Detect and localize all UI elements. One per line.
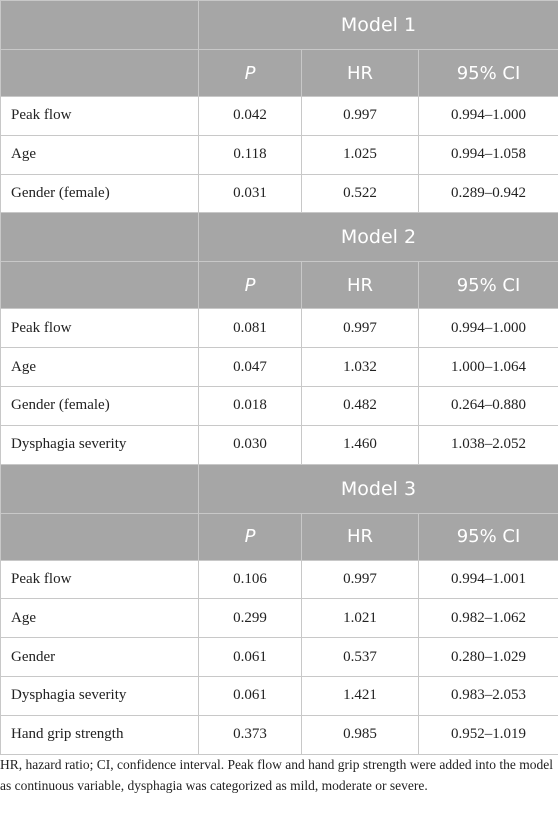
hazard-ratio: 0.997 [301,308,419,349]
hazard-ratio: 0.985 [301,714,419,755]
hr-header: HR [301,261,419,310]
confidence-interval: 0.994–1.000 [417,308,558,349]
hr-header: HR [301,512,419,561]
column-header-row: P HR 95% CI [0,261,558,310]
ci-header: 95% CI [417,261,558,310]
hazard-ratio: 1.421 [301,675,419,716]
hazard-ratio: 0.537 [301,637,419,677]
model-header-row: Model 1 [0,0,558,50]
p-value-header: P [198,261,302,310]
variable-label: Peak flow [0,308,199,349]
table-row: Age 0.118 1.025 0.994–1.058 [0,134,558,175]
table-row: Gender (female) 0.018 0.482 0.264–0.880 [0,385,558,426]
model-header-row: Model 2 [0,212,558,263]
confidence-interval: 0.289–0.942 [417,173,558,214]
hazard-ratio: 1.032 [301,347,419,387]
model-title: Model 1 [197,0,558,50]
table-row: Dysphagia severity 0.030 1.460 1.038–2.0… [0,424,558,465]
hazard-ratio-table: Model 1 P HR 95% CI Peak flow 0.042 0.99… [0,0,558,755]
hr-header: HR [301,49,419,97]
blank-header-cell [0,512,199,561]
confidence-interval: 0.994–1.001 [417,559,558,600]
table-row: Age 0.047 1.032 1.000–1.064 [0,347,558,387]
variable-label: Gender (female) [0,173,199,214]
p-value: 0.081 [198,308,302,349]
blank-header-cell [0,212,199,263]
hazard-ratio: 1.021 [301,598,419,639]
table-row: Gender (female) 0.031 0.522 0.289–0.942 [0,173,558,214]
hazard-ratio: 1.025 [301,134,419,175]
hazard-ratio: 0.997 [301,96,419,136]
confidence-interval: 0.982–1.062 [417,598,558,639]
table-row: Dysphagia severity 0.061 1.421 0.983–2.0… [0,675,558,716]
confidence-interval: 0.952–1.019 [417,714,558,755]
p-value-header: P [198,512,302,561]
p-value: 0.299 [198,598,302,639]
p-value-header: P [198,49,302,97]
p-value: 0.373 [198,714,302,755]
table-row: Peak flow 0.081 0.997 0.994–1.000 [0,308,558,349]
hazard-ratio: 0.482 [301,385,419,426]
variable-label: Gender [0,637,199,677]
p-value: 0.030 [198,424,302,465]
variable-label: Age [0,134,199,175]
hazard-ratio: 0.522 [301,173,419,214]
variable-label: Hand grip strength [0,714,199,755]
confidence-interval: 0.280–1.029 [417,637,558,677]
variable-label: Peak flow [0,559,199,600]
variable-label: Gender (female) [0,385,199,426]
table-row: Gender 0.061 0.537 0.280–1.029 [0,637,558,677]
table-row: Peak flow 0.106 0.997 0.994–1.001 [0,559,558,600]
model-1-section: Model 1 P HR 95% CI Peak flow 0.042 0.99… [0,0,558,214]
p-value: 0.061 [198,675,302,716]
p-value: 0.061 [198,637,302,677]
confidence-interval: 1.038–2.052 [417,424,558,465]
model-2-section: Model 2 P HR 95% CI Peak flow 0.081 0.99… [0,212,558,465]
model-3-section: Model 3 P HR 95% CI Peak flow 0.106 0.99… [0,463,558,755]
column-header-row: P HR 95% CI [0,512,558,561]
p-value: 0.047 [198,347,302,387]
hazard-ratio: 0.997 [301,559,419,600]
blank-header-cell [0,49,199,97]
table-footnote: HR, hazard ratio; CI, confidence interva… [0,757,553,793]
blank-header-cell [0,261,199,310]
model-header-row: Model 3 [0,463,558,514]
confidence-interval: 0.994–1.000 [417,96,558,136]
table-row: Hand grip strength 0.373 0.985 0.952–1.0… [0,714,558,755]
confidence-interval: 0.264–0.880 [417,385,558,426]
variable-label: Dysphagia severity [0,424,199,465]
p-value: 0.042 [198,96,302,136]
p-value: 0.106 [198,559,302,600]
variable-label: Age [0,598,199,639]
variable-label: Age [0,347,199,387]
table-row: Age 0.299 1.021 0.982–1.062 [0,598,558,639]
confidence-interval: 0.994–1.058 [417,134,558,175]
p-value: 0.031 [198,173,302,214]
model-title: Model 2 [197,212,558,263]
blank-header-cell [0,0,199,50]
confidence-interval: 1.000–1.064 [417,347,558,387]
p-value: 0.018 [198,385,302,426]
column-header-row: P HR 95% CI [0,49,558,97]
p-value: 0.118 [198,134,302,175]
variable-label: Peak flow [0,96,199,136]
hazard-ratio: 1.460 [301,424,419,465]
model-title: Model 3 [197,463,558,514]
variable-label: Dysphagia severity [0,675,199,716]
ci-header: 95% CI [417,512,558,561]
confidence-interval: 0.983–2.053 [417,675,558,716]
ci-header: 95% CI [417,49,558,97]
table-row: Peak flow 0.042 0.997 0.994–1.000 [0,96,558,136]
blank-header-cell [0,463,199,514]
